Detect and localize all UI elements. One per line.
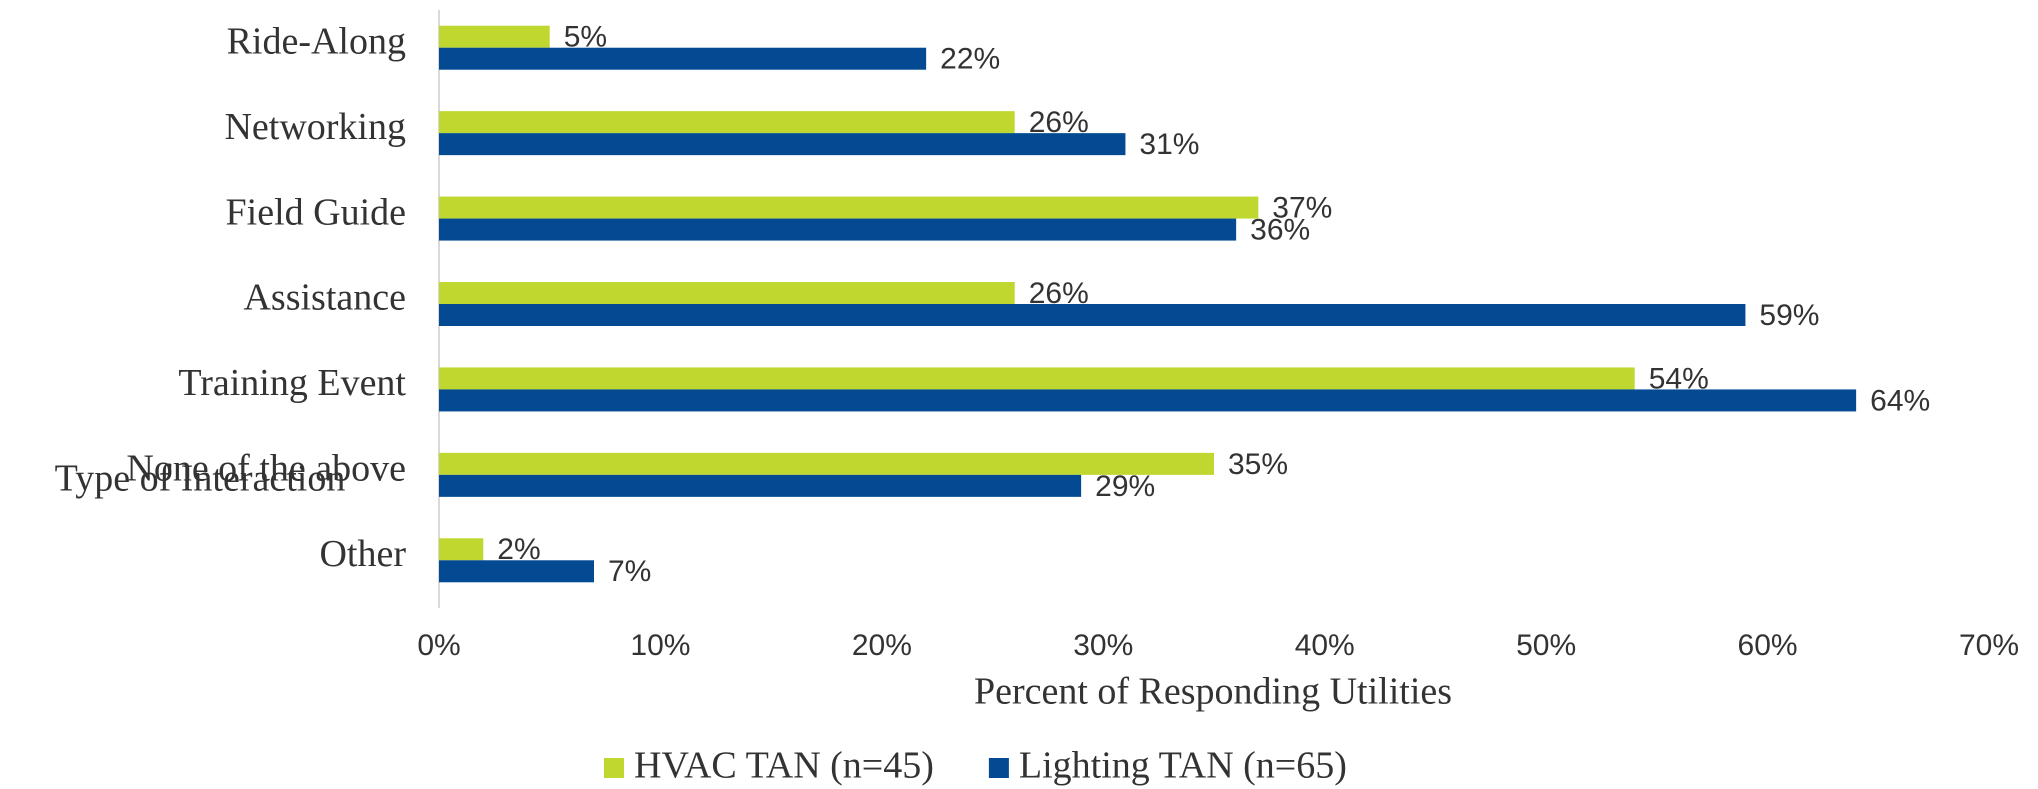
category-label: Field Guide bbox=[226, 191, 406, 233]
x-tick-label: 10% bbox=[630, 629, 690, 662]
category-label: Assistance bbox=[243, 277, 406, 319]
value-label: 22% bbox=[940, 43, 1000, 76]
legend-label: Lighting TAN (n=65) bbox=[1019, 745, 1347, 787]
bar bbox=[439, 282, 1015, 304]
value-label: 37% bbox=[1272, 191, 1332, 224]
x-tick-label: 50% bbox=[1516, 629, 1576, 662]
category-label: Other bbox=[319, 533, 406, 575]
bar bbox=[439, 560, 594, 583]
bar bbox=[439, 196, 1259, 219]
y-axis-label: Type of Interaction bbox=[55, 458, 346, 500]
value-label: 29% bbox=[1095, 470, 1155, 503]
bar bbox=[439, 25, 550, 48]
legend-label: HVAC TAN (n=45) bbox=[634, 745, 934, 787]
x-tick-label: 40% bbox=[1295, 629, 1355, 662]
bar bbox=[439, 538, 484, 561]
bar bbox=[439, 367, 1635, 390]
value-label: 7% bbox=[608, 555, 651, 588]
value-label: 36% bbox=[1250, 213, 1310, 246]
bar bbox=[439, 389, 1857, 412]
value-label: 31% bbox=[1139, 128, 1199, 161]
category-label: None of the above bbox=[126, 448, 406, 490]
bar bbox=[439, 218, 1237, 241]
value-label: 59% bbox=[1759, 299, 1819, 332]
x-tick-label: 0% bbox=[417, 629, 460, 662]
legend-swatch bbox=[604, 758, 624, 778]
x-tick-label: 70% bbox=[1959, 629, 2019, 662]
bar bbox=[439, 133, 1126, 156]
bar bbox=[439, 304, 1746, 326]
x-tick-label: 30% bbox=[1073, 629, 1133, 662]
x-axis-label: Percent of Responding Utilities bbox=[974, 671, 1452, 713]
bar bbox=[439, 474, 1082, 497]
category-label: Networking bbox=[224, 106, 406, 148]
value-label: 35% bbox=[1228, 448, 1288, 481]
category-label: Training Event bbox=[178, 362, 406, 404]
x-tick-label: 20% bbox=[852, 629, 912, 662]
legend-swatch bbox=[988, 758, 1009, 778]
x-tick-label: 60% bbox=[1738, 629, 1798, 662]
value-label: 64% bbox=[1870, 384, 1930, 417]
bar bbox=[439, 452, 1214, 475]
bar bbox=[439, 47, 927, 70]
category-label: Ride-Along bbox=[227, 20, 406, 62]
bar bbox=[439, 111, 1015, 134]
